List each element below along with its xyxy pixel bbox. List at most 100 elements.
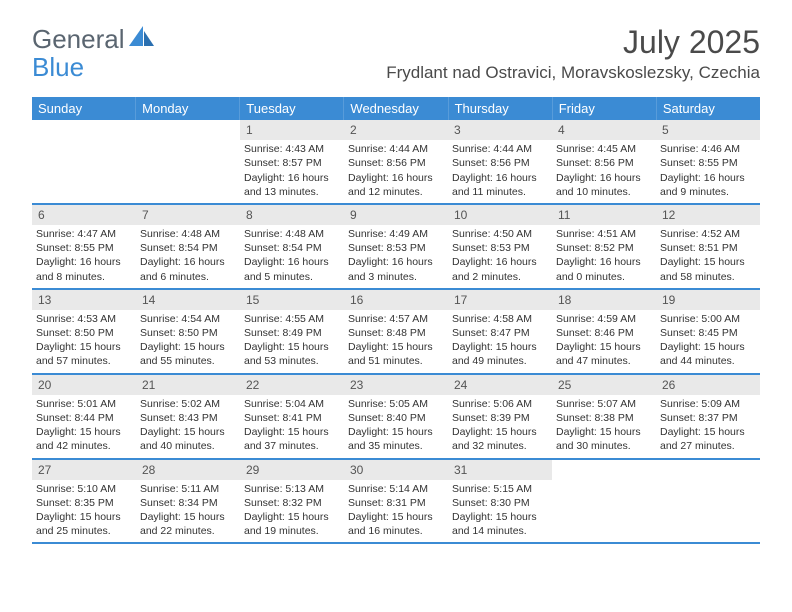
- day-body: Sunrise: 5:05 AMSunset: 8:40 PMDaylight:…: [344, 395, 448, 458]
- day-body: Sunrise: 5:02 AMSunset: 8:43 PMDaylight:…: [136, 395, 240, 458]
- day-body: Sunrise: 5:13 AMSunset: 8:32 PMDaylight:…: [240, 480, 344, 543]
- day-body: Sunrise: 5:15 AMSunset: 8:30 PMDaylight:…: [448, 480, 552, 543]
- day-cell: [656, 460, 760, 545]
- daylight-line: Daylight: 15 hours and 42 minutes.: [36, 425, 132, 453]
- daylight-line: Daylight: 15 hours and 16 minutes.: [348, 510, 444, 538]
- day-number: 22: [240, 375, 344, 395]
- sunset-line: Sunset: 8:30 PM: [452, 496, 548, 510]
- sunrise-line: Sunrise: 4:45 AM: [556, 142, 652, 156]
- weekday-header: Monday: [136, 97, 240, 120]
- sunrise-line: Sunrise: 4:53 AM: [36, 312, 132, 326]
- sunset-line: Sunset: 8:54 PM: [244, 241, 340, 255]
- daylight-line: Daylight: 15 hours and 27 minutes.: [660, 425, 756, 453]
- day-cell: 6Sunrise: 4:47 AMSunset: 8:55 PMDaylight…: [32, 205, 136, 290]
- daylight-line: Daylight: 15 hours and 44 minutes.: [660, 340, 756, 368]
- sunrise-line: Sunrise: 4:57 AM: [348, 312, 444, 326]
- day-body: Sunrise: 5:04 AMSunset: 8:41 PMDaylight:…: [240, 395, 344, 458]
- day-body: Sunrise: 5:14 AMSunset: 8:31 PMDaylight:…: [344, 480, 448, 543]
- daylight-line: Daylight: 16 hours and 3 minutes.: [348, 255, 444, 283]
- day-body: Sunrise: 4:46 AMSunset: 8:55 PMDaylight:…: [656, 140, 760, 203]
- day-body: Sunrise: 5:11 AMSunset: 8:34 PMDaylight:…: [136, 480, 240, 543]
- day-number: 30: [344, 460, 448, 480]
- daylight-line: Daylight: 15 hours and 55 minutes.: [140, 340, 236, 368]
- week-row: 13Sunrise: 4:53 AMSunset: 8:50 PMDayligh…: [32, 290, 760, 375]
- sunrise-line: Sunrise: 4:51 AM: [556, 227, 652, 241]
- week-row: 20Sunrise: 5:01 AMSunset: 8:44 PMDayligh…: [32, 375, 760, 460]
- day-number: 14: [136, 290, 240, 310]
- day-cell: 28Sunrise: 5:11 AMSunset: 8:34 PMDayligh…: [136, 460, 240, 545]
- sunrise-line: Sunrise: 5:11 AM: [140, 482, 236, 496]
- day-number: 31: [448, 460, 552, 480]
- daylight-line: Daylight: 16 hours and 13 minutes.: [244, 171, 340, 199]
- daylight-line: Daylight: 15 hours and 14 minutes.: [452, 510, 548, 538]
- sunset-line: Sunset: 8:49 PM: [244, 326, 340, 340]
- sunset-line: Sunset: 8:54 PM: [140, 241, 236, 255]
- day-number: 6: [32, 205, 136, 225]
- day-body: Sunrise: 5:06 AMSunset: 8:39 PMDaylight:…: [448, 395, 552, 458]
- daylight-line: Daylight: 16 hours and 6 minutes.: [140, 255, 236, 283]
- day-cell: [136, 120, 240, 205]
- sunset-line: Sunset: 8:51 PM: [660, 241, 756, 255]
- weekday-header: Thursday: [449, 97, 553, 120]
- sunset-line: Sunset: 8:56 PM: [452, 156, 548, 170]
- daylight-line: Daylight: 16 hours and 10 minutes.: [556, 171, 652, 199]
- day-cell: 15Sunrise: 4:55 AMSunset: 8:49 PMDayligh…: [240, 290, 344, 375]
- sunrise-line: Sunrise: 4:43 AM: [244, 142, 340, 156]
- day-body: Sunrise: 4:44 AMSunset: 8:56 PMDaylight:…: [448, 140, 552, 203]
- day-number: 19: [656, 290, 760, 310]
- day-cell: 17Sunrise: 4:58 AMSunset: 8:47 PMDayligh…: [448, 290, 552, 375]
- day-cell: 29Sunrise: 5:13 AMSunset: 8:32 PMDayligh…: [240, 460, 344, 545]
- day-body: Sunrise: 4:50 AMSunset: 8:53 PMDaylight:…: [448, 225, 552, 288]
- sunrise-line: Sunrise: 4:44 AM: [348, 142, 444, 156]
- sunset-line: Sunset: 8:55 PM: [36, 241, 132, 255]
- sunrise-line: Sunrise: 4:49 AM: [348, 227, 444, 241]
- day-number: 16: [344, 290, 448, 310]
- page-header: General July 2025 Frydlant nad Ostravici…: [0, 0, 792, 89]
- day-cell: 16Sunrise: 4:57 AMSunset: 8:48 PMDayligh…: [344, 290, 448, 375]
- day-cell: 13Sunrise: 4:53 AMSunset: 8:50 PMDayligh…: [32, 290, 136, 375]
- sunrise-line: Sunrise: 4:59 AM: [556, 312, 652, 326]
- day-cell: 4Sunrise: 4:45 AMSunset: 8:56 PMDaylight…: [552, 120, 656, 205]
- week-row: 27Sunrise: 5:10 AMSunset: 8:35 PMDayligh…: [32, 460, 760, 545]
- logo-word-blue: Blue: [32, 52, 84, 83]
- sunrise-line: Sunrise: 5:01 AM: [36, 397, 132, 411]
- sunrise-line: Sunrise: 5:13 AM: [244, 482, 340, 496]
- sunrise-line: Sunrise: 5:10 AM: [36, 482, 132, 496]
- day-body: Sunrise: 4:58 AMSunset: 8:47 PMDaylight:…: [448, 310, 552, 373]
- daylight-line: Daylight: 15 hours and 58 minutes.: [660, 255, 756, 283]
- day-cell: 2Sunrise: 4:44 AMSunset: 8:56 PMDaylight…: [344, 120, 448, 205]
- sunset-line: Sunset: 8:39 PM: [452, 411, 548, 425]
- day-body: Sunrise: 4:55 AMSunset: 8:49 PMDaylight:…: [240, 310, 344, 373]
- sunrise-line: Sunrise: 5:02 AM: [140, 397, 236, 411]
- sunset-line: Sunset: 8:56 PM: [348, 156, 444, 170]
- daylight-line: Daylight: 16 hours and 12 minutes.: [348, 171, 444, 199]
- sunrise-line: Sunrise: 5:05 AM: [348, 397, 444, 411]
- sunset-line: Sunset: 8:47 PM: [452, 326, 548, 340]
- sunset-line: Sunset: 8:38 PM: [556, 411, 652, 425]
- day-cell: 10Sunrise: 4:50 AMSunset: 8:53 PMDayligh…: [448, 205, 552, 290]
- calendar-grid: SundayMondayTuesdayWednesdayThursdayFrid…: [32, 97, 760, 544]
- day-body: Sunrise: 4:45 AMSunset: 8:56 PMDaylight:…: [552, 140, 656, 203]
- location-subtitle: Frydlant nad Ostravici, Moravskoslezsky,…: [386, 63, 760, 83]
- sunset-line: Sunset: 8:56 PM: [556, 156, 652, 170]
- day-number: 20: [32, 375, 136, 395]
- day-cell: 9Sunrise: 4:49 AMSunset: 8:53 PMDaylight…: [344, 205, 448, 290]
- sunset-line: Sunset: 8:40 PM: [348, 411, 444, 425]
- sunrise-line: Sunrise: 5:09 AM: [660, 397, 756, 411]
- day-body: Sunrise: 4:47 AMSunset: 8:55 PMDaylight:…: [32, 225, 136, 288]
- day-body: Sunrise: 4:51 AMSunset: 8:52 PMDaylight:…: [552, 225, 656, 288]
- day-cell: 3Sunrise: 4:44 AMSunset: 8:56 PMDaylight…: [448, 120, 552, 205]
- sunrise-line: Sunrise: 5:14 AM: [348, 482, 444, 496]
- day-number: 11: [552, 205, 656, 225]
- daylight-line: Daylight: 15 hours and 51 minutes.: [348, 340, 444, 368]
- daylight-line: Daylight: 16 hours and 2 minutes.: [452, 255, 548, 283]
- sunset-line: Sunset: 8:57 PM: [244, 156, 340, 170]
- day-body: Sunrise: 5:10 AMSunset: 8:35 PMDaylight:…: [32, 480, 136, 543]
- day-cell: 19Sunrise: 5:00 AMSunset: 8:45 PMDayligh…: [656, 290, 760, 375]
- daylight-line: Daylight: 15 hours and 35 minutes.: [348, 425, 444, 453]
- sunset-line: Sunset: 8:32 PM: [244, 496, 340, 510]
- weekday-header: Tuesday: [240, 97, 344, 120]
- day-cell: 24Sunrise: 5:06 AMSunset: 8:39 PMDayligh…: [448, 375, 552, 460]
- sunrise-line: Sunrise: 4:58 AM: [452, 312, 548, 326]
- week-row: 6Sunrise: 4:47 AMSunset: 8:55 PMDaylight…: [32, 205, 760, 290]
